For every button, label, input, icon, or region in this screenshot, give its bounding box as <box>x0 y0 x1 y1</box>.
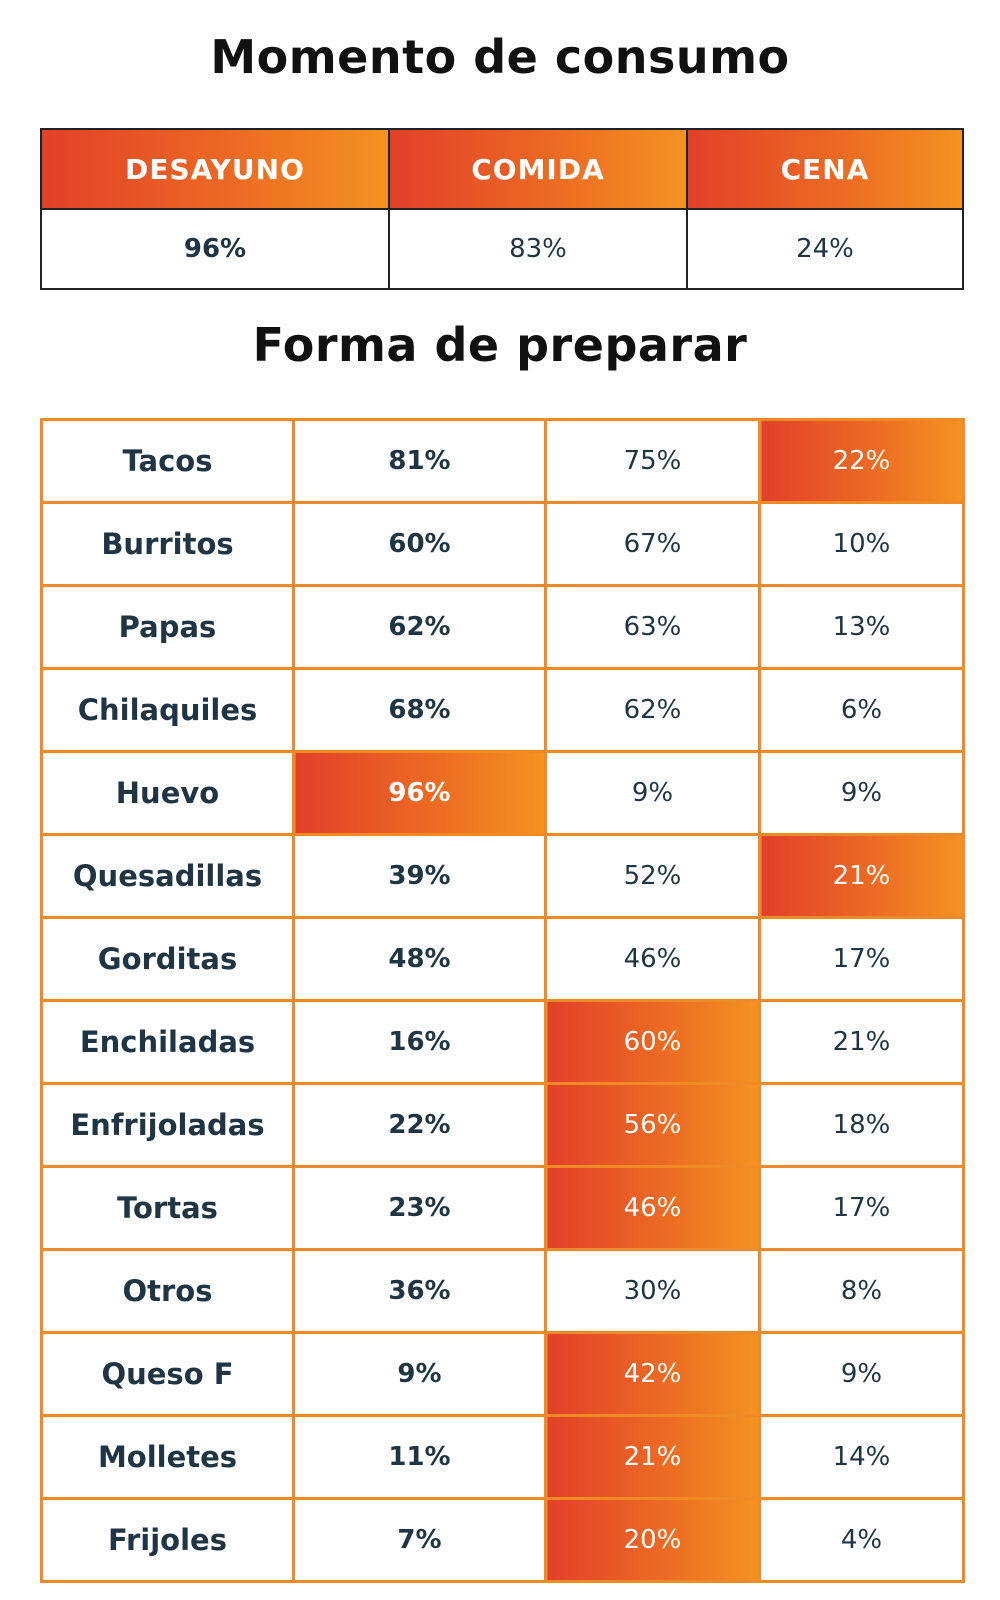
value-cell: 6% <box>758 667 965 753</box>
row-label: Tortas <box>40 1165 295 1251</box>
title-forma-de-preparar: Forma de preparar <box>252 318 748 372</box>
row-label: Tacos <box>40 418 295 504</box>
value-cell: 16% <box>292 999 547 1085</box>
row-label: Chilaquiles <box>40 667 295 753</box>
value-cell: 17% <box>758 916 965 1002</box>
row-label: Enfrijoladas <box>40 1082 295 1168</box>
value-cell: 9% <box>544 750 761 836</box>
table-row: Tortas 23% 46% 17% <box>40 1165 965 1251</box>
value-cell: 11% <box>292 1414 547 1500</box>
table-row: Gorditas 48% 46% 17% <box>40 916 965 1002</box>
value-cell: 7% <box>292 1497 547 1583</box>
value-cell: 17% <box>758 1165 965 1251</box>
value-cell: 81% <box>292 418 547 504</box>
header-desayuno: DESAYUNO <box>40 128 390 210</box>
value-cell: 42% <box>544 1331 761 1417</box>
value-cell: 39% <box>292 833 547 919</box>
table-row: Enfrijoladas 22% 56% 18% <box>40 1082 965 1168</box>
table-row: Frijoles 7% 20% 4% <box>40 1497 965 1583</box>
value-cell: 60% <box>292 501 547 587</box>
title-momento-de-consumo: Momento de consumo <box>210 30 790 84</box>
value-cell: 75% <box>544 418 761 504</box>
value-cell: 30% <box>544 1248 761 1334</box>
row-label: Huevo <box>40 750 295 836</box>
value-cell: 4% <box>758 1497 965 1583</box>
value-cell: 14% <box>758 1414 965 1500</box>
table-row: Huevo 96% 9% 9% <box>40 750 965 836</box>
value-cell: 52% <box>544 833 761 919</box>
row-label: Papas <box>40 584 295 670</box>
consumo-table: DESAYUNO COMIDA CENA 96% 83% 24% <box>40 128 964 290</box>
row-label: Molletes <box>40 1414 295 1500</box>
value-cell: 67% <box>544 501 761 587</box>
row-label: Queso F <box>40 1331 295 1417</box>
value-cena: 24% <box>686 208 964 290</box>
value-cell: 68% <box>292 667 547 753</box>
value-cell: 21% <box>544 1414 761 1500</box>
value-cell: 22% <box>292 1082 547 1168</box>
value-cell: 23% <box>292 1165 547 1251</box>
row-label: Burritos <box>40 501 295 587</box>
row-label: Gorditas <box>40 916 295 1002</box>
row-label: Frijoles <box>40 1497 295 1583</box>
value-cell: 9% <box>292 1331 547 1417</box>
value-cell: 9% <box>758 750 965 836</box>
value-cell: 56% <box>544 1082 761 1168</box>
value-cell: 10% <box>758 501 965 587</box>
table-row: Otros 36% 30% 8% <box>40 1248 965 1334</box>
table-row: Chilaquiles 68% 62% 6% <box>40 667 965 753</box>
row-label: Quesadillas <box>40 833 295 919</box>
value-cell: 20% <box>544 1497 761 1583</box>
value-cell: 46% <box>544 1165 761 1251</box>
value-cell: 18% <box>758 1082 965 1168</box>
value-cell: 62% <box>292 584 547 670</box>
value-desayuno: 96% <box>40 208 390 290</box>
header-comida: COMIDA <box>388 128 688 210</box>
header-cena: CENA <box>686 128 964 210</box>
value-cell: 63% <box>544 584 761 670</box>
table-row: Papas 62% 63% 13% <box>40 584 965 670</box>
table-row: Molletes 11% 21% 14% <box>40 1414 965 1500</box>
value-cell: 22% <box>758 418 965 504</box>
value-cell: 21% <box>758 999 965 1085</box>
value-cell: 9% <box>758 1331 965 1417</box>
value-cell: 96% <box>292 750 547 836</box>
value-cell: 21% <box>758 833 965 919</box>
table-row: Quesadillas 39% 52% 21% <box>40 833 965 919</box>
value-cell: 46% <box>544 916 761 1002</box>
value-cell: 36% <box>292 1248 547 1334</box>
preparar-table: Tacos 81% 75% 22% Burritos 60% 67% 10% Papas 62% 6… <box>40 418 965 1583</box>
value-cell: 48% <box>292 916 547 1002</box>
value-cell: 62% <box>544 667 761 753</box>
table-row: Queso F 9% 42% 9% <box>40 1331 965 1417</box>
row-label: Otros <box>40 1248 295 1334</box>
value-cell: 60% <box>544 999 761 1085</box>
table-row: Burritos 60% 67% 10% <box>40 501 965 587</box>
table-row: Enchiladas 16% 60% 21% <box>40 999 965 1085</box>
consumo-header-row: DESAYUNO COMIDA CENA <box>40 128 964 210</box>
row-label: Enchiladas <box>40 999 295 1085</box>
value-comida: 83% <box>388 208 688 290</box>
table-row: Tacos 81% 75% 22% <box>40 418 965 504</box>
value-cell: 13% <box>758 584 965 670</box>
consumo-values-row: 96% 83% 24% <box>40 208 964 290</box>
value-cell: 8% <box>758 1248 965 1334</box>
